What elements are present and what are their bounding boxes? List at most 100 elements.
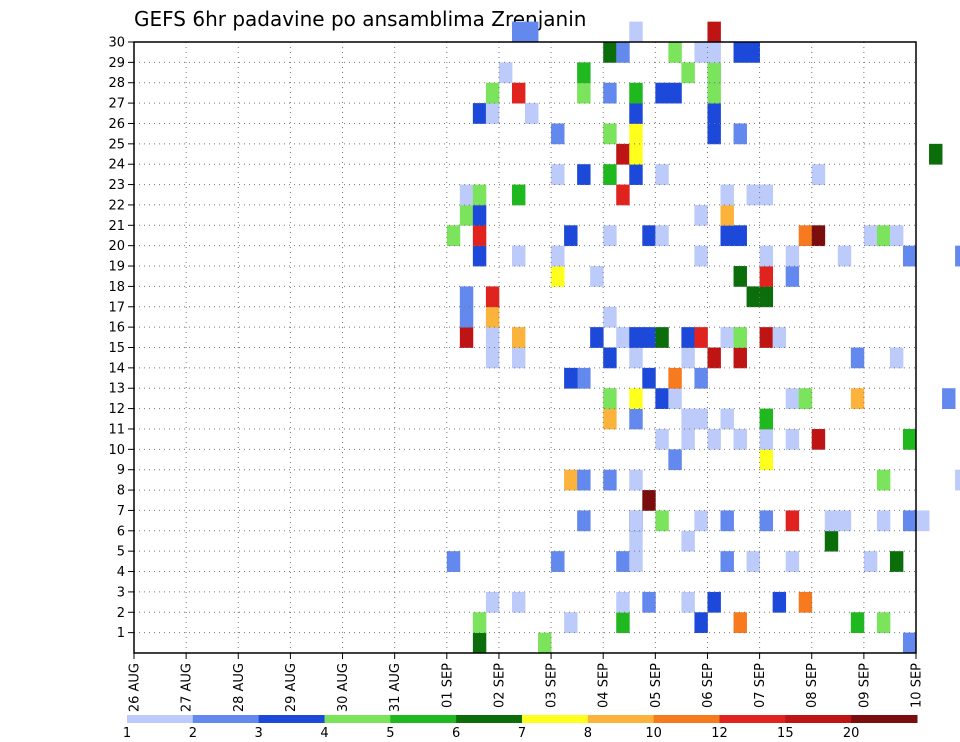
heatmap-cell bbox=[955, 245, 960, 267]
heatmap-cell bbox=[655, 388, 669, 409]
x-tick-label: 27 AUG bbox=[180, 663, 195, 712]
y-tick-label: 17 bbox=[108, 300, 125, 315]
colorbar-segment bbox=[390, 715, 457, 723]
heatmap-cell bbox=[681, 530, 695, 552]
x-tick-label: 07 SEP bbox=[753, 663, 768, 708]
heatmap-cell bbox=[603, 164, 617, 185]
heatmap-cell bbox=[629, 123, 643, 145]
heatmap-cell bbox=[720, 225, 734, 247]
heatmap-cell bbox=[642, 225, 656, 247]
heatmap-cell bbox=[603, 347, 617, 369]
heatmap-cell bbox=[811, 164, 826, 185]
heatmap-cell bbox=[889, 551, 904, 572]
heatmap-cell bbox=[629, 469, 643, 491]
y-tick-label: 13 bbox=[108, 382, 125, 397]
heatmap-cell bbox=[642, 490, 656, 511]
heatmap-cell bbox=[733, 225, 747, 247]
heatmap-cell bbox=[798, 388, 813, 409]
y-tick-label: 23 bbox=[108, 178, 125, 193]
heatmap-cell bbox=[564, 469, 578, 491]
heatmap-cell bbox=[759, 408, 774, 430]
heatmap-cell bbox=[511, 21, 526, 43]
heatmap-cell bbox=[694, 367, 708, 389]
colorbar-label: 2 bbox=[189, 726, 197, 741]
heatmap-cell bbox=[551, 245, 565, 267]
y-tick-label: 30 bbox=[108, 36, 125, 51]
colorbar-segment bbox=[192, 715, 260, 723]
colorbar-segment bbox=[324, 715, 391, 723]
y-tick-label: 2 bbox=[117, 606, 125, 621]
heatmap-cell bbox=[707, 62, 721, 84]
heatmap-cell bbox=[577, 164, 591, 185]
heatmap-cell bbox=[850, 347, 865, 369]
heatmap-cell bbox=[498, 62, 513, 84]
heatmap-cell bbox=[759, 327, 774, 348]
heatmap-cell bbox=[577, 82, 591, 104]
x-tick-label: 31 AUG bbox=[388, 663, 403, 712]
heatmap-cell bbox=[837, 510, 852, 532]
heatmap-cell bbox=[485, 347, 500, 369]
heatmap-cell bbox=[603, 42, 617, 63]
heatmap-cell bbox=[876, 225, 891, 247]
heatmap-cell bbox=[629, 103, 643, 124]
heatmap-cell bbox=[616, 143, 630, 165]
colorbar-label: 15 bbox=[777, 726, 794, 741]
heatmap-cell bbox=[655, 164, 669, 185]
heatmap-cell bbox=[616, 327, 630, 348]
heatmap-cell bbox=[798, 225, 813, 247]
heatmap-cell bbox=[655, 82, 669, 104]
heatmap-cell bbox=[551, 164, 565, 185]
heatmap-cell bbox=[681, 62, 695, 84]
heatmap-cell bbox=[603, 225, 617, 247]
heatmap-cell bbox=[811, 428, 826, 450]
heatmap-cell bbox=[785, 388, 800, 409]
y-tick-label: 27 bbox=[108, 97, 125, 112]
heatmap-cell bbox=[629, 82, 643, 104]
heatmap-cell bbox=[629, 408, 643, 430]
heatmap-cell bbox=[485, 103, 500, 124]
heatmap-cell bbox=[876, 510, 891, 532]
heatmap-cell bbox=[485, 82, 500, 104]
heatmap-cell bbox=[511, 347, 526, 369]
heatmap-cell bbox=[694, 612, 708, 634]
heatmap-cell bbox=[668, 449, 682, 471]
heatmap-cell bbox=[681, 327, 695, 348]
y-tick-label: 8 bbox=[117, 484, 125, 499]
y-tick-label: 19 bbox=[108, 260, 125, 275]
heatmap-cell bbox=[616, 184, 630, 206]
heatmap-cell bbox=[694, 42, 708, 63]
y-tick-label: 10 bbox=[108, 443, 125, 458]
heatmap-cell bbox=[733, 123, 747, 145]
heatmap-cell bbox=[811, 225, 826, 247]
heatmap-cell bbox=[902, 510, 917, 532]
x-tick-label: 01 SEP bbox=[440, 663, 455, 708]
y-tick-label: 16 bbox=[108, 321, 125, 336]
y-tick-label: 29 bbox=[108, 56, 125, 71]
heatmap-cell bbox=[551, 551, 565, 572]
heatmap-cell bbox=[551, 266, 565, 287]
heatmap-cell bbox=[577, 469, 591, 491]
y-tick-label: 18 bbox=[108, 280, 125, 295]
colorbar-segment bbox=[785, 715, 852, 723]
heatmap-cell bbox=[720, 184, 734, 206]
heatmap-cell bbox=[590, 327, 604, 348]
x-tick-label: 08 SEP bbox=[805, 663, 820, 708]
y-tick-label: 6 bbox=[117, 524, 125, 539]
heatmap-cell bbox=[707, 347, 721, 369]
heatmap-cell bbox=[759, 266, 774, 287]
heatmap-cell bbox=[511, 245, 526, 267]
heatmap-cell bbox=[642, 327, 656, 348]
heatmap-cell bbox=[472, 632, 487, 654]
colorbar-label: 8 bbox=[584, 726, 592, 741]
x-tick-label: 28 AUG bbox=[232, 663, 247, 712]
colorbar-label: 7 bbox=[518, 726, 526, 741]
x-tick-label: 09 SEP bbox=[857, 663, 872, 708]
heatmap-cell bbox=[603, 469, 617, 491]
heatmap-cell bbox=[720, 327, 734, 348]
heatmap-cell bbox=[929, 143, 943, 165]
heatmap-cell bbox=[642, 591, 656, 613]
y-tick-label: 4 bbox=[117, 565, 125, 580]
y-tick-label: 12 bbox=[108, 402, 125, 417]
heatmap-cell bbox=[655, 428, 669, 450]
